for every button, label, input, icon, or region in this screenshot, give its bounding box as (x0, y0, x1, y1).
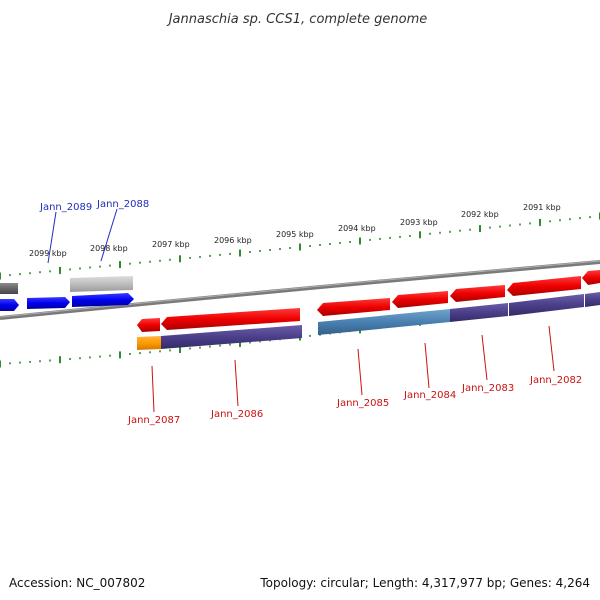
feature-block-grey-jann-2088 (70, 276, 133, 292)
label-leader-line (151, 365, 155, 413)
gene-arrow-reverse-right[interactable] (582, 270, 600, 285)
genome-backbone (0, 260, 600, 320)
scale-label: 2092 kbp (461, 210, 499, 219)
label-leader-line (548, 325, 555, 372)
scale-label: 2094 kbp (338, 224, 376, 233)
feature-block-grey-left (0, 283, 18, 294)
gene-arrow-jann-2084[interactable] (392, 291, 448, 308)
gene-arrow-jann-2082[interactable] (507, 276, 581, 296)
genome-backbone-highlight (0, 260, 600, 318)
scale-label: 2091 kbp (523, 203, 561, 212)
map-title: Jannaschia sp. CCS1, complete genome (166, 12, 428, 27)
gene-arrow-jann-2089[interactable] (27, 297, 70, 309)
gene-label-jann-2086[interactable]: Jann_2086 (210, 409, 263, 420)
scale-label: 2097 kbp (152, 240, 190, 249)
label-leader-line (47, 211, 57, 264)
label-leader-line (234, 359, 239, 407)
gene-label-jann-2082[interactable]: Jann_2082 (529, 375, 582, 386)
accession-text: Accession: NC_007802 (9, 576, 145, 590)
forward-gene-labels: Jann_2089 Jann_2088 (39, 199, 149, 264)
gene-label-jann-2084[interactable]: Jann_2084 (403, 390, 456, 401)
gene-label-jann-2087[interactable]: Jann_2087 (127, 415, 180, 426)
scale-label: 2095 kbp (276, 230, 314, 239)
gene-arrow-jann-2083[interactable] (450, 285, 505, 302)
gene-arrow-jann-2086[interactable] (161, 308, 300, 330)
gene-label-jann-2083[interactable]: Jann_2083 (461, 383, 514, 394)
genome-summary-text: Topology: circular; Length: 4,317,977 bp… (259, 576, 590, 590)
gene-arrow-jann-2088[interactable] (72, 293, 134, 307)
scale-labels: 2099 kbp 2098 kbp 2097 kbp 2096 kbp 2095… (29, 203, 561, 258)
gene-arrow-jann-2085[interactable] (317, 298, 390, 316)
label-leader-line (357, 348, 363, 396)
gene-label-jann-2089[interactable]: Jann_2089 (39, 202, 92, 213)
label-leader-line (481, 334, 488, 381)
scale-label: 2099 kbp (29, 249, 67, 258)
scale-label: 2098 kbp (90, 244, 128, 253)
label-leader-line (424, 342, 430, 389)
outer-scale-ring (0, 212, 600, 280)
reverse-strand-track (137, 270, 600, 350)
feature-block-purple-jann-2082 (509, 294, 584, 316)
reverse-gene-labels: Jann_2087 Jann_2086 Jann_2085 Jann_2084 … (127, 325, 582, 426)
forward-strand-track (0, 276, 134, 311)
gene-label-jann-2088[interactable]: Jann_2088 (96, 199, 149, 210)
gene-arrow-forward-left[interactable] (0, 299, 19, 311)
label-leader-line (100, 208, 118, 262)
feature-block-purple-right (585, 292, 600, 307)
gene-label-jann-2085[interactable]: Jann_2085 (336, 398, 389, 409)
scale-label: 2093 kbp (400, 218, 438, 227)
feature-block-steel-jann-2085 (318, 309, 450, 335)
gene-arrow-jann-2087[interactable] (137, 318, 160, 332)
feature-block-purple-jann-2086 (161, 325, 302, 349)
scale-label: 2096 kbp (214, 236, 252, 245)
feature-block-orange (137, 336, 161, 350)
feature-block-purple-jann-2083 (450, 303, 508, 322)
